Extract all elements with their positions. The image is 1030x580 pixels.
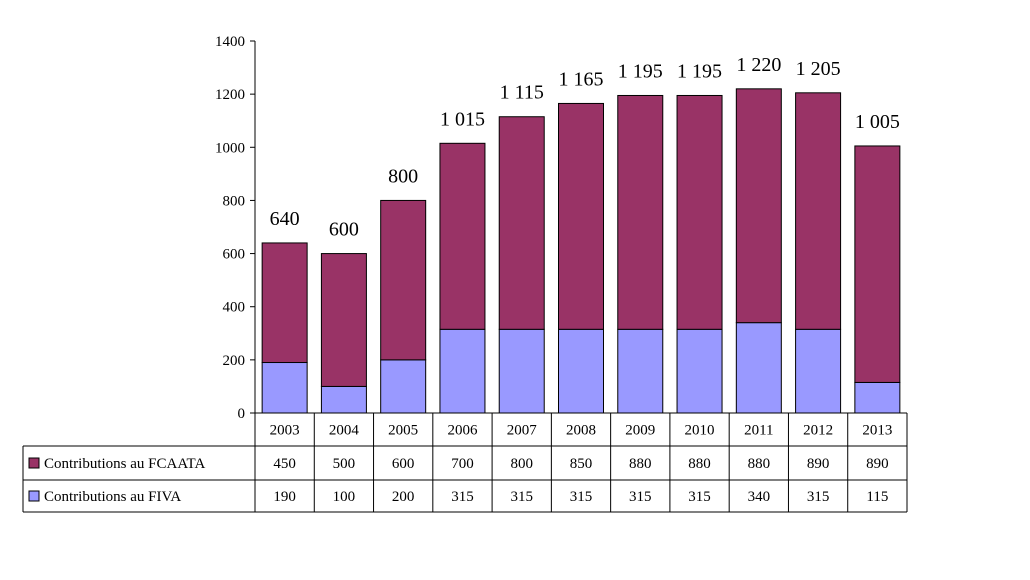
y-tick-label: 1400: [215, 34, 245, 50]
y-tick-label: 600: [223, 247, 246, 263]
y-tick-label: 0: [238, 406, 246, 422]
total-labels: 640 600 800 1 015 1 115 1 165 1 195 1 195 1 220 1…: [270, 54, 900, 241]
table-cell: 315: [451, 489, 474, 505]
y-tick-label: 1000: [215, 140, 245, 156]
bar-segment-fiva: [558, 328, 604, 414]
total-label: 600: [329, 219, 359, 241]
table-cell: 450: [273, 456, 296, 472]
bar-segment-fcaata: [676, 94, 723, 330]
category-label: 2007: [507, 423, 538, 439]
bar-segment-fiva: [261, 362, 308, 414]
category-label: 2004: [329, 423, 360, 439]
category-label: 2006: [447, 423, 478, 439]
table-cell: 315: [510, 489, 533, 505]
table-cell: 600: [392, 456, 415, 472]
total-label: 800: [388, 165, 418, 187]
table-cell: 500: [333, 456, 356, 472]
bar-segment-fcaata: [558, 102, 604, 330]
table-cell: 340: [748, 489, 771, 505]
bar-segment-fcaata: [795, 92, 842, 330]
bar-segment-fcaata: [261, 242, 308, 364]
table-cell: 800: [510, 456, 533, 472]
table-cell: 890: [866, 456, 889, 472]
y-tick-label: 400: [223, 300, 246, 316]
y-axis: 0 200 400 600 800 1000 1200 1400: [215, 34, 256, 422]
table-cell: 315: [688, 489, 711, 505]
bar-segment-fcaata: [380, 199, 427, 361]
table-cell: 880: [688, 456, 711, 472]
total-label: 1 195: [677, 60, 722, 82]
bar-segment-fcaata: [735, 88, 782, 324]
bar-segment-fcaata: [498, 116, 545, 330]
total-label: 1 015: [440, 108, 485, 130]
legend-swatch: [28, 457, 40, 469]
total-label: 1 195: [618, 60, 663, 82]
legend-label: Contributions au FCAATA: [44, 456, 205, 472]
total-label: 1 165: [559, 68, 604, 90]
total-label: 1 220: [736, 54, 781, 76]
table-cell: 315: [807, 489, 830, 505]
bar-segment-fcaata: [854, 145, 901, 383]
table-cell: 115: [866, 489, 888, 505]
table-cell: 880: [748, 456, 771, 472]
legend-label: Contributions au FIVA: [44, 489, 181, 505]
table-cell: 850: [570, 456, 593, 472]
table-cell: 700: [451, 456, 474, 472]
y-tick-label: 1200: [215, 87, 245, 103]
category-label: 2012: [803, 423, 833, 439]
table-cell: 200: [392, 489, 415, 505]
table-cell: 315: [629, 489, 652, 505]
total-label: 640: [270, 208, 300, 230]
bar-segment-fcaata: [320, 253, 367, 387]
y-tick-label: 800: [223, 193, 246, 209]
bar-segment-fiva: [380, 359, 427, 414]
bar-segment-fiva: [617, 328, 664, 414]
category-label: 2010: [685, 423, 715, 439]
bar-segment-fiva: [735, 322, 782, 414]
total-label: 1 205: [796, 58, 841, 80]
bar-segment-fiva: [676, 328, 723, 414]
category-label: 2003: [270, 423, 300, 439]
legend-swatch: [28, 490, 40, 502]
category-label: 2011: [744, 423, 773, 439]
bars: [261, 88, 901, 414]
category-label: 2013: [862, 423, 892, 439]
table-cell: 890: [807, 456, 830, 472]
y-tick-label: 200: [223, 353, 246, 369]
bar-segment-fcaata: [617, 94, 664, 330]
table-cell: 315: [570, 489, 593, 505]
category-label: 2008: [566, 423, 596, 439]
total-label: 1 005: [855, 111, 900, 133]
bar-segment-fiva: [320, 385, 367, 414]
total-label: 1 115: [500, 82, 544, 104]
category-label: 2009: [625, 423, 655, 439]
table-cell: 100: [333, 489, 356, 505]
data-table: 2003 2004 2005 2006 2007 2008 2009 2010 2011 2012…: [22, 412, 908, 513]
bar-segment-fiva: [498, 328, 545, 414]
category-label: 2005: [388, 423, 418, 439]
bar-segment-fcaata: [439, 142, 486, 330]
bar-segment-fiva: [854, 381, 901, 414]
table-cell: 190: [273, 489, 296, 505]
table-cell: 880: [629, 456, 652, 472]
bar-segment-fiva: [795, 328, 842, 414]
bar-segment-fiva: [439, 328, 486, 414]
